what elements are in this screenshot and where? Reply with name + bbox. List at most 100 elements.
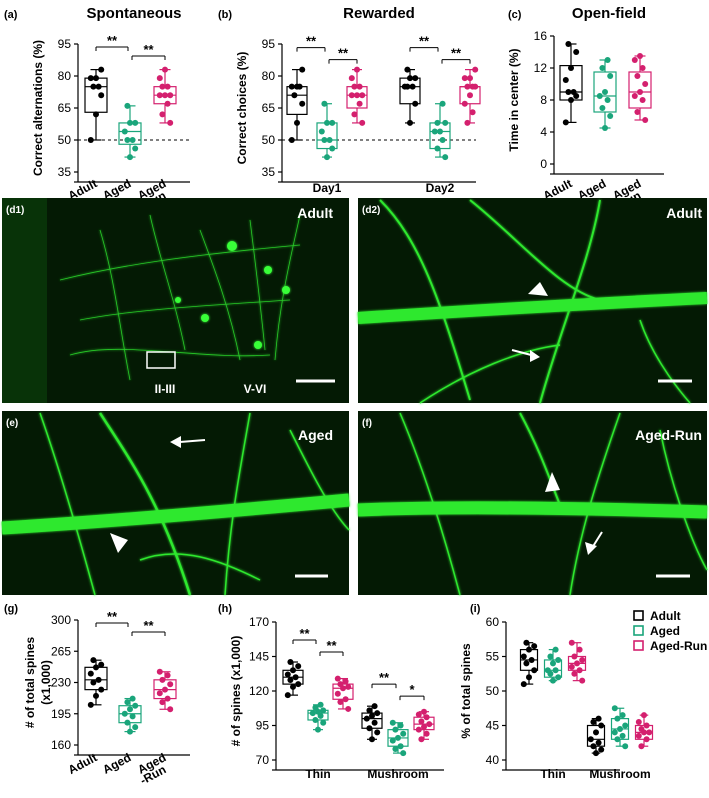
data-point: [547, 653, 554, 660]
data-point: [167, 119, 174, 126]
data-point: [95, 676, 102, 683]
data-point: [614, 715, 621, 722]
data-point: [87, 670, 94, 677]
sig-day1-adult-aged-label: **: [306, 34, 317, 49]
data-point: [523, 660, 530, 667]
data-point: [90, 83, 97, 90]
data-point: [167, 92, 174, 99]
data-point: [93, 692, 99, 699]
data-point: [568, 663, 575, 670]
data-point: [602, 89, 608, 95]
data-point: [400, 730, 407, 737]
data-point: [461, 100, 468, 107]
data-point: [622, 722, 629, 729]
data-point: [439, 100, 446, 107]
data-point: [124, 102, 131, 109]
y-tick-label: 45: [486, 719, 500, 733]
data-point: [437, 128, 443, 135]
data-point: [90, 679, 97, 686]
sig-adult-aged-label: **: [107, 609, 118, 624]
data-point: [291, 92, 298, 99]
data-point: [317, 701, 324, 708]
data-point: [643, 722, 650, 729]
data-point: [619, 712, 626, 719]
y-tick-label: 95: [256, 719, 270, 733]
data-point: [321, 100, 328, 107]
image-e-panel-label: (e): [6, 418, 18, 429]
data-point: [87, 137, 94, 143]
image-d2-panel-label: (d2): [362, 205, 380, 216]
data-point: [392, 745, 399, 752]
data-point: [599, 105, 606, 111]
sig-day2-adult-aged-label: **: [419, 34, 430, 49]
data-point: [614, 736, 621, 743]
box-adult: [84, 66, 108, 143]
data-point: [129, 713, 136, 720]
data-point: [348, 75, 355, 82]
data-point: [164, 83, 171, 90]
image-d1-panel-label: (d1): [6, 205, 24, 216]
y-axis-label: Correct alternations (%): [31, 40, 45, 176]
data-point: [576, 646, 583, 653]
data-point: [164, 100, 171, 107]
data-point: [634, 73, 641, 79]
data-point: [284, 671, 291, 678]
data-point: [565, 89, 572, 95]
box-adult: [361, 703, 383, 743]
y-tick-label: 60: [486, 615, 500, 629]
sig-aged-agedrun-label: **: [143, 42, 154, 57]
image-f-label: Aged-Run: [635, 427, 702, 443]
data-point: [641, 712, 647, 719]
data-point: [634, 109, 641, 115]
box-iqr: [628, 71, 652, 109]
data-point: [354, 92, 360, 99]
y-axis-label: Time in center (%): [507, 48, 521, 151]
y-tick-label: 35: [262, 165, 276, 179]
data-point: [288, 137, 295, 143]
image-d1-region-II-III: II-III: [155, 382, 176, 396]
data-point: [98, 686, 105, 693]
data-point: [568, 65, 574, 71]
panel-i-percent-spines: 40 45 50 55 60 (i) % of total spines Thin Mushro…: [459, 603, 707, 781]
data-point: [415, 726, 422, 733]
data-point: [345, 683, 352, 690]
data-point: [312, 716, 319, 723]
data-point: [345, 705, 352, 712]
y-tick-label: 65: [58, 101, 72, 115]
y-tick-label: 50: [486, 684, 500, 698]
data-point: [579, 656, 586, 663]
y-tick-label: 40: [486, 753, 500, 767]
box-adult: [519, 639, 539, 688]
data-point: [98, 661, 105, 668]
data-point: [337, 699, 344, 706]
panel-label: (c): [508, 9, 522, 21]
data-point: [442, 154, 449, 161]
data-point: [562, 77, 569, 83]
y-tick-label: 145: [249, 650, 269, 664]
sig-day1-aged-agedrun-label: **: [338, 46, 349, 61]
data-point: [631, 93, 638, 99]
data-point: [366, 725, 373, 732]
data-point: [127, 728, 133, 735]
box-aged-run: [628, 53, 652, 123]
data-point: [389, 737, 396, 744]
legend-label: Aged: [650, 624, 680, 638]
data-point: [132, 702, 139, 709]
image-panel-d1: (d1) Adult II-III V-VI: [2, 198, 349, 403]
data-point: [129, 695, 136, 702]
data-point: [164, 672, 171, 679]
box-adult: [84, 657, 108, 708]
data-point: [555, 674, 562, 681]
y-tick-label: 0: [540, 157, 547, 171]
data-point: [593, 750, 599, 757]
legend-label: Adult: [650, 609, 681, 623]
box-aged-run: [153, 668, 177, 713]
data-point: [342, 696, 349, 703]
image-d1-region-V-VI: V-VI: [244, 382, 267, 396]
data-point: [631, 57, 638, 63]
y-tick-label: 265: [51, 644, 71, 658]
data-point: [635, 719, 642, 726]
panel-g-total-spines: 160 195 230 265 300 (g) # of total spines (x1,0…: [4, 603, 190, 787]
data-point: [348, 92, 355, 99]
box-aged: [387, 719, 409, 757]
